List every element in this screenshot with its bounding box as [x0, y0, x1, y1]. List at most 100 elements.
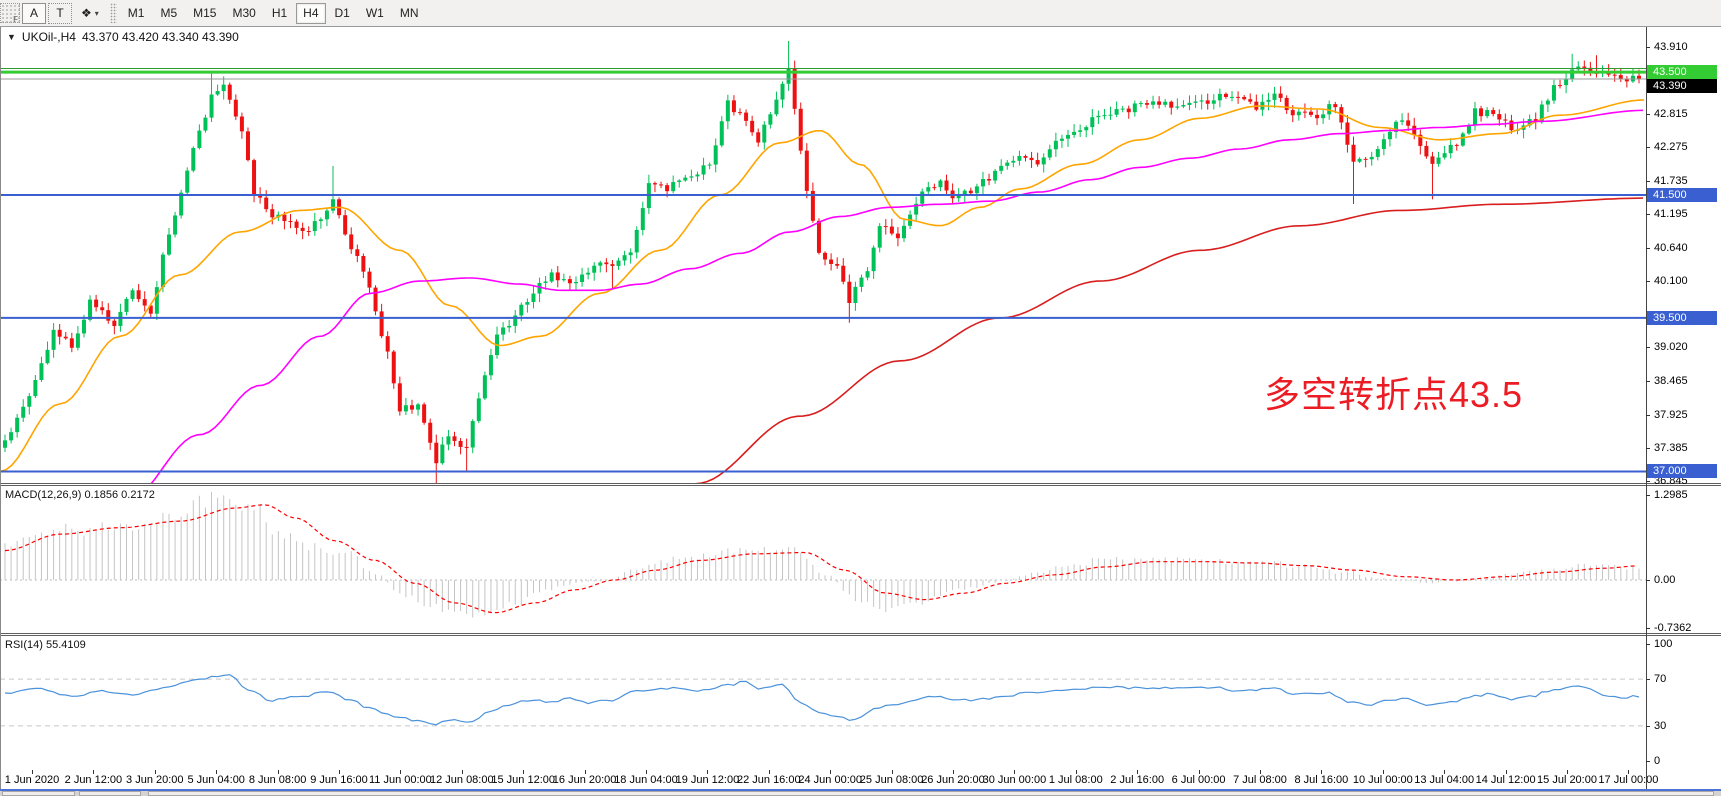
date-label: 1 Jul 08:00	[1048, 774, 1103, 786]
candle-body	[640, 208, 645, 230]
axis-tick	[1646, 761, 1650, 762]
timeframe-button-m30[interactable]: M30	[225, 3, 262, 24]
timeframe-button-w1[interactable]: W1	[359, 3, 391, 24]
timeframe-button-m15[interactable]: M15	[186, 3, 223, 24]
text-object-button[interactable]: T	[48, 2, 72, 24]
candle-body	[63, 336, 68, 339]
candle-body	[1308, 111, 1313, 115]
candle-body	[227, 84, 232, 100]
statusbar-cell	[2, 791, 75, 796]
panel-splitter[interactable]	[0, 633, 1721, 636]
date-label: 15 Jul 20:00	[1537, 774, 1597, 786]
candle-body	[1120, 108, 1125, 110]
candle-body	[1047, 149, 1052, 158]
candle-body	[1059, 138, 1064, 141]
candle-body	[464, 446, 469, 448]
price-tick-label: 39.020	[1654, 341, 1688, 354]
statusbar-cell	[148, 791, 1714, 796]
main-chart-panel[interactable]	[0, 27, 1646, 483]
candle-body	[561, 279, 566, 281]
date-tick	[1075, 770, 1077, 774]
candle-body	[1102, 115, 1107, 117]
date-label: 10 Jul 00:00	[1352, 774, 1413, 786]
candle-body	[792, 68, 797, 109]
candle-body	[1418, 134, 1423, 146]
timeframe-button-mn[interactable]: MN	[393, 3, 426, 24]
candle-body	[391, 351, 396, 384]
timeframe-button-m5[interactable]: M5	[153, 3, 184, 24]
macd-panel[interactable]	[0, 486, 1646, 633]
date-tick	[584, 770, 586, 774]
candle-body	[470, 421, 475, 448]
toolbar-grip[interactable]	[109, 3, 117, 23]
candle-body	[367, 271, 372, 288]
candle-body	[306, 231, 311, 233]
candle-body	[45, 349, 50, 364]
axis-tick	[1646, 644, 1650, 645]
text-label-button[interactable]: A	[22, 2, 46, 24]
candle-body	[1041, 157, 1046, 165]
chevron-down-icon: ▾	[94, 8, 99, 18]
date-label: 13 Jul 04:00	[1414, 774, 1475, 786]
candle-body	[446, 436, 451, 445]
axis-tick	[1646, 495, 1650, 497]
candle-body	[829, 259, 834, 264]
candle-body	[768, 114, 773, 125]
candle-body	[3, 440, 7, 448]
price-tick-label: 38.465	[1654, 375, 1688, 388]
candle-body	[725, 100, 730, 122]
date-label: 24 Jun 00:00	[798, 774, 862, 786]
ohlc-values: 43.370 43.420 43.340 43.390	[81, 30, 239, 44]
candle-body	[167, 234, 172, 255]
candle-body	[871, 247, 876, 272]
candle-body	[379, 311, 384, 337]
rsi-indicator-label: RSI(14) 55.4109	[5, 639, 86, 651]
candle-body	[731, 100, 736, 113]
panel-splitter[interactable]	[0, 483, 1721, 486]
toolbar-grid-button[interactable]: F	[0, 3, 20, 24]
timeframe-button-d1[interactable]: D1	[328, 3, 357, 24]
candle-body	[1637, 75, 1641, 79]
candle-body	[1211, 100, 1216, 104]
chart-annotation-text[interactable]: 多空转折点43.5	[1264, 374, 1524, 415]
timeframe-button-m1[interactable]: M1	[121, 3, 152, 24]
rsi-panel[interactable]	[0, 636, 1646, 770]
date-label: 8 Jun 08:00	[248, 774, 307, 786]
candle-body	[592, 265, 597, 273]
candle-body	[1582, 66, 1587, 68]
candle-body	[580, 274, 585, 282]
candle-body	[1576, 66, 1581, 70]
candle-body	[610, 264, 615, 266]
candle-body	[774, 99, 779, 115]
date-tick	[1567, 770, 1568, 774]
candle-body	[634, 229, 639, 253]
candle-body	[51, 329, 56, 350]
arrange-objects-button[interactable]: ❖ ▾	[74, 3, 106, 24]
candle-body	[1223, 93, 1228, 98]
candle-body	[877, 226, 882, 248]
candle-body	[252, 160, 257, 195]
candle-body	[1272, 93, 1277, 100]
candle-body	[1126, 108, 1131, 113]
candle-body	[282, 214, 287, 222]
candle-body	[361, 255, 366, 272]
symbol-dropdown-icon[interactable]: ▼	[7, 32, 16, 42]
date-tick	[93, 770, 95, 774]
candle-body	[94, 299, 99, 308]
candle-body	[440, 444, 445, 464]
candle-body	[488, 355, 493, 376]
timeframe-button-h1[interactable]: H1	[265, 3, 294, 24]
candle-body	[373, 287, 378, 312]
timeframe-button-h4[interactable]: H4	[296, 2, 326, 24]
candle-body	[1029, 157, 1034, 161]
candle-body	[1375, 149, 1380, 157]
date-tick	[461, 770, 463, 774]
candle-body	[993, 170, 998, 181]
candle-body	[519, 304, 524, 316]
candle-body	[482, 375, 487, 399]
rsi-tick-label: 70	[1654, 673, 1667, 686]
macd-name: MACD(12,26,9)	[5, 489, 82, 501]
rsi-line	[4, 674, 1640, 726]
candle-body	[719, 121, 724, 146]
date-label: 3 Jun 20:00	[126, 774, 184, 786]
